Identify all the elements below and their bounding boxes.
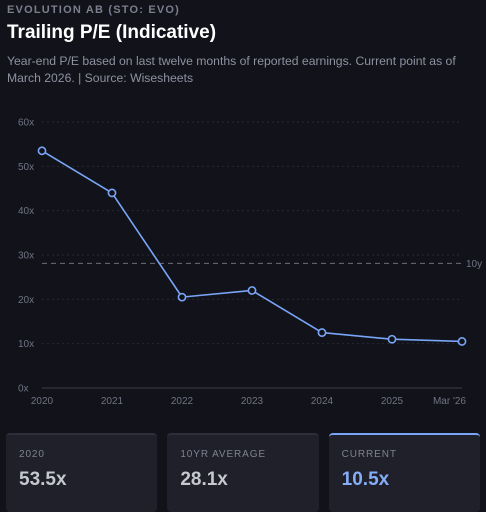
stat-card-label: 2020 xyxy=(19,449,45,460)
y-tick-label: 40x xyxy=(18,206,34,217)
pe-data-point xyxy=(247,286,257,295)
x-tick-label: 2022 xyxy=(171,396,194,407)
pe-data-point xyxy=(177,292,187,302)
x-tick-label: 2024 xyxy=(311,396,334,407)
stat-card-value: 10.5x xyxy=(341,469,390,490)
x-tick-label: 2020 xyxy=(31,396,54,407)
y-tick-label: 60x xyxy=(18,118,34,129)
y-tick-label: 0x xyxy=(18,384,29,395)
y-tick-label: 10x xyxy=(18,339,34,350)
stat-card-current: CURRENT 10.5x xyxy=(328,433,480,512)
pe-series-line xyxy=(41,150,463,343)
x-tick-label: 2021 xyxy=(101,396,124,407)
x-tick-label: 2023 xyxy=(241,396,264,407)
pe-data-point xyxy=(107,188,117,198)
pe-data-point xyxy=(457,337,467,346)
ten-year-average-label: 10y xyxy=(466,259,482,270)
stat-card-value: 28.1x xyxy=(180,469,228,490)
stat-card-2020: 2020 53.5x xyxy=(6,433,158,512)
stat-card-value: 53.5x xyxy=(19,469,67,490)
stat-card-label: CURRENT xyxy=(341,449,397,460)
pe-data-point xyxy=(37,146,47,156)
stat-cards: 2020 53.5x 10YR AVERAGE 28.1x CURRENT 10… xyxy=(6,433,480,512)
y-tick-label: 30x xyxy=(18,251,34,262)
page-title: Trailing P/E (Indicative) xyxy=(7,22,217,43)
stat-card-label: 10YR AVERAGE xyxy=(180,449,266,460)
chart-subtitle: Year-end P/E based on last twelve months… xyxy=(7,54,456,85)
y-tick-label: 20x xyxy=(18,295,34,306)
x-tick-label: Mar '26 xyxy=(433,396,466,407)
pe-data-point xyxy=(387,334,397,344)
pe-line-chart: 0x 10x 20x 30x 40x 50x 60x 2020 2021 2022 2023 2024… xyxy=(18,118,482,408)
pe-data-point xyxy=(317,328,327,337)
y-tick-label: 50x xyxy=(18,162,34,173)
eyebrow-label: EVOLUTION AB (STO: EVO) xyxy=(7,4,181,16)
stat-card-10yr-average: 10YR AVERAGE 28.1x xyxy=(167,433,319,512)
x-tick-label: 2025 xyxy=(381,396,404,407)
